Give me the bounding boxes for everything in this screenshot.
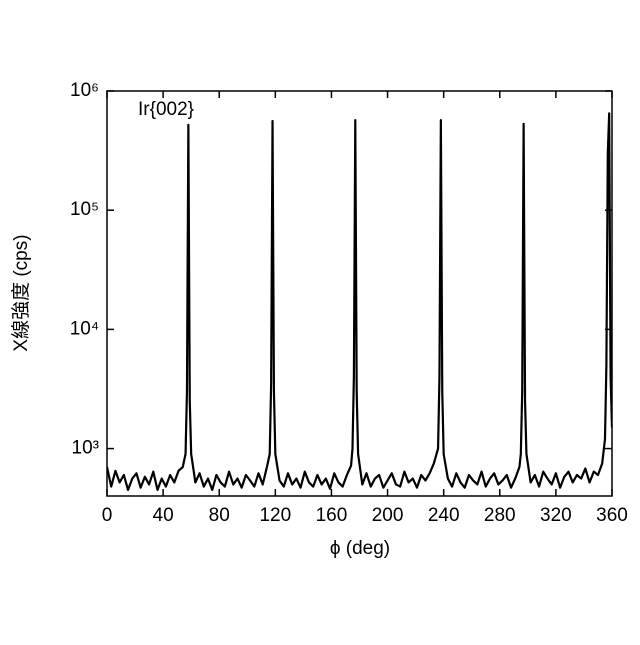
annotation: Ir{002} (138, 99, 194, 120)
y-tick-label: 10⁴ (70, 318, 99, 339)
y-tick-label: 10⁵ (70, 199, 99, 220)
x-axis-label: ϕ (deg) (330, 538, 390, 559)
x-tick-label: 280 (484, 505, 516, 526)
plot-frame (107, 91, 612, 496)
x-tick-label: 0 (102, 505, 113, 526)
y-tick-label: 10³ (72, 438, 99, 459)
x-tick-label: 160 (316, 505, 348, 526)
chart: Ir{002} ϕ (deg) X線強度 (cps) 0 40 80 120 160 20… (0, 0, 640, 640)
x-tick-label: 80 (209, 505, 230, 526)
x-tick-label: 200 (372, 505, 404, 526)
data-line (107, 113, 612, 490)
x-tick-label: 320 (540, 505, 572, 526)
x-tick-label: 240 (428, 505, 460, 526)
y-tick-label: 10⁶ (70, 80, 99, 101)
x-tick-label: 120 (259, 505, 291, 526)
y-axis-label: X線強度 (cps) (10, 234, 32, 351)
x-tick-label: 360 (596, 505, 628, 526)
x-tick-label: 40 (153, 505, 174, 526)
